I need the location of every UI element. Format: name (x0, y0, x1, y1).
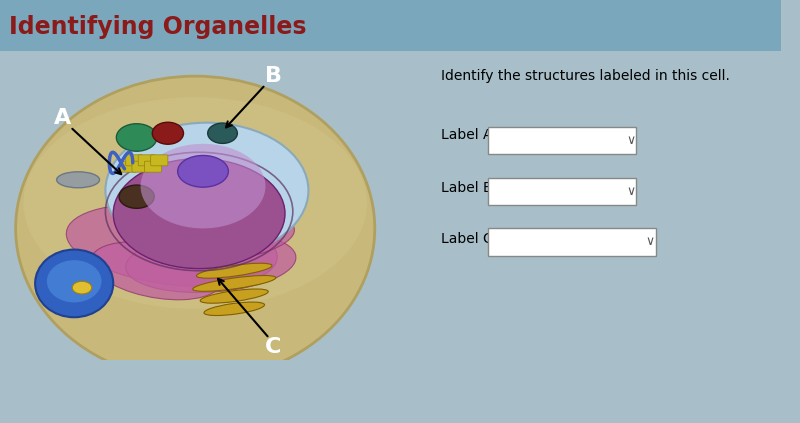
FancyBboxPatch shape (488, 178, 636, 205)
Ellipse shape (66, 204, 278, 286)
Text: Identify the structures labeled in this cell.: Identify the structures labeled in this … (441, 69, 730, 83)
Text: ∨: ∨ (626, 134, 635, 147)
Ellipse shape (57, 172, 99, 188)
FancyBboxPatch shape (145, 161, 162, 172)
Ellipse shape (178, 156, 228, 187)
Ellipse shape (23, 97, 367, 309)
FancyBboxPatch shape (132, 161, 149, 172)
Ellipse shape (200, 289, 268, 303)
Bar (8, 360, 382, 423)
Text: Label C:: Label C: (441, 232, 498, 246)
Ellipse shape (72, 281, 92, 294)
Text: Label A:: Label A: (441, 128, 497, 143)
Ellipse shape (208, 123, 238, 143)
Text: Identifying Organelles: Identifying Organelles (10, 16, 307, 39)
Ellipse shape (141, 144, 266, 228)
Ellipse shape (47, 260, 102, 302)
FancyBboxPatch shape (0, 0, 781, 51)
Ellipse shape (119, 185, 154, 209)
Ellipse shape (91, 242, 222, 300)
Ellipse shape (126, 232, 296, 293)
FancyBboxPatch shape (126, 155, 143, 166)
FancyBboxPatch shape (150, 155, 168, 166)
Ellipse shape (197, 263, 272, 278)
FancyBboxPatch shape (138, 155, 155, 166)
Text: B: B (265, 66, 282, 86)
Text: ∨: ∨ (626, 185, 635, 198)
Ellipse shape (174, 214, 294, 260)
Text: C: C (265, 337, 282, 357)
Text: ∨: ∨ (646, 236, 655, 248)
Ellipse shape (106, 123, 309, 258)
Ellipse shape (116, 124, 157, 151)
Ellipse shape (193, 275, 276, 291)
FancyBboxPatch shape (488, 228, 656, 256)
Text: Label B:: Label B: (441, 181, 498, 195)
Ellipse shape (114, 159, 285, 269)
Text: A: A (54, 108, 71, 129)
Ellipse shape (152, 122, 183, 144)
Ellipse shape (204, 302, 265, 316)
Ellipse shape (35, 250, 114, 317)
Ellipse shape (16, 76, 374, 381)
FancyBboxPatch shape (488, 127, 636, 154)
FancyBboxPatch shape (119, 161, 137, 172)
